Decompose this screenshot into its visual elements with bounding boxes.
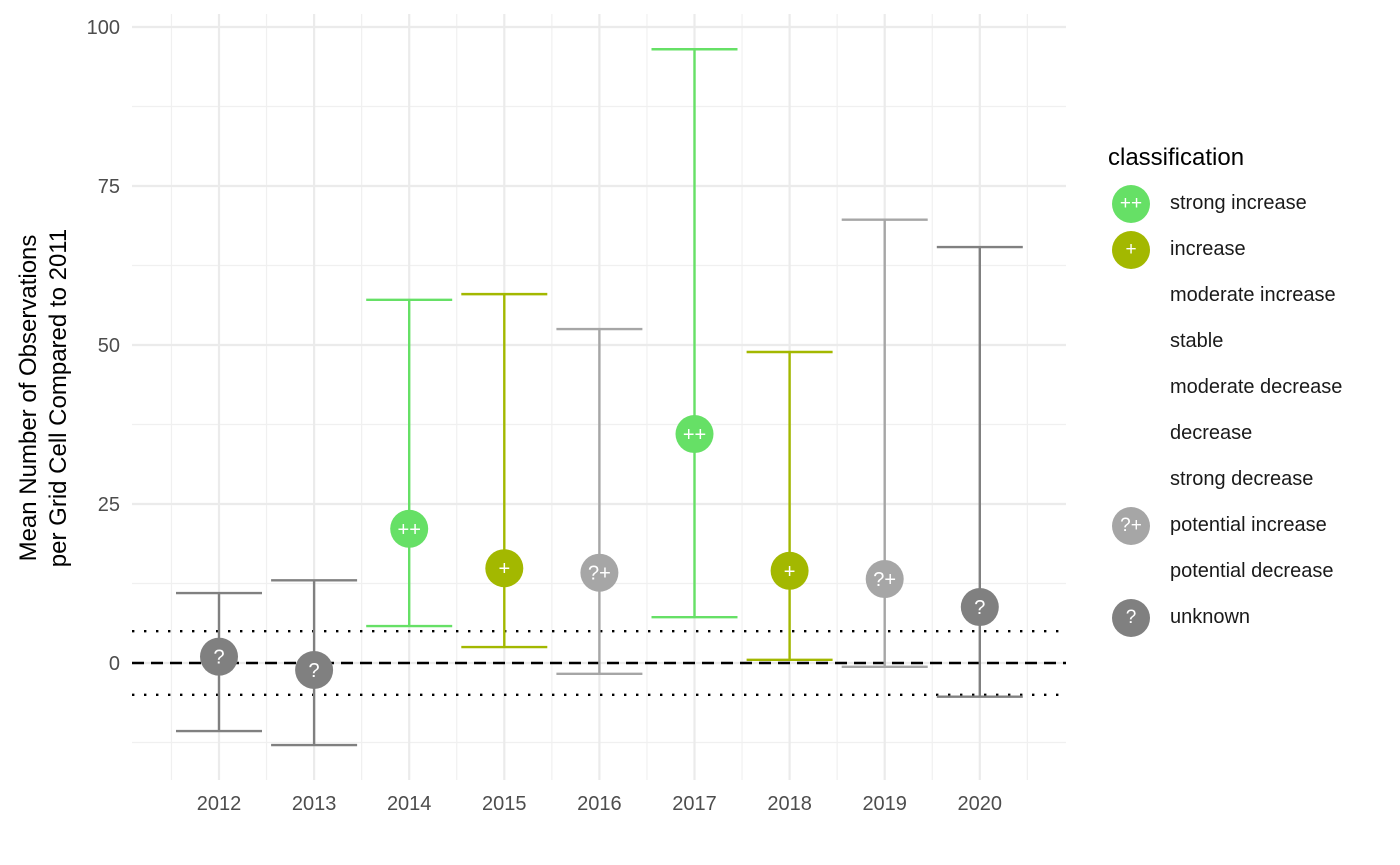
legend-label: decrease: [1170, 421, 1253, 444]
x-tick-label: 2015: [482, 793, 527, 815]
legend-key: ++: [1108, 183, 1150, 223]
legend-key: [1108, 321, 1148, 361]
x-tick-label: 2012: [197, 793, 242, 815]
legend-items: ++ strong increase + increase moderate incre…: [1108, 180, 1342, 640]
x-tick-label: 2017: [672, 793, 717, 815]
point-symbol: ?: [213, 647, 224, 669]
legend-key: [1108, 413, 1148, 453]
y-tick-label: 75: [98, 176, 120, 198]
legend-key: +: [1108, 229, 1150, 269]
legend-item: ? unknown: [1108, 594, 1342, 640]
x-tick-label: 2014: [387, 793, 432, 815]
legend-item: moderate decrease: [1108, 364, 1342, 410]
legend-item: stable: [1108, 318, 1342, 364]
error-bar-2015: +: [461, 292, 548, 649]
legend-symbol-icon: +: [1112, 231, 1150, 269]
legend-label: stable: [1170, 329, 1224, 352]
legend-item: decrease: [1108, 410, 1342, 456]
legend-key: ?: [1108, 597, 1150, 637]
y-axis-title-line: per Grid Cell Compared to 2011: [45, 229, 72, 567]
y-tick-label: 100: [87, 17, 120, 39]
error-bar-2020: ?: [936, 245, 1023, 698]
legend-item: ?+ potential increase: [1108, 502, 1342, 548]
error-bar-2012: ?: [176, 591, 262, 733]
y-tick-label: 25: [98, 494, 120, 516]
x-tick-label: 2013: [292, 793, 337, 815]
data-point: [675, 415, 714, 454]
legend-label: potential increase: [1170, 513, 1327, 536]
legend-key: [1108, 275, 1148, 315]
data-point: [580, 553, 619, 592]
legend-item: ++ strong increase: [1108, 180, 1342, 226]
error-bar-2018: +: [746, 350, 833, 662]
x-tick-label: 2018: [767, 793, 812, 815]
error-bar-2017: ++: [651, 48, 738, 619]
error-bar-2016: ?+: [556, 327, 643, 676]
x-tick-label: 2020: [958, 793, 1003, 815]
legend-key: [1108, 459, 1148, 499]
error-bar-2019: ?+: [841, 218, 928, 669]
legend-title: classification: [1108, 144, 1245, 171]
legend: classification ++ strong increase + increas…: [1108, 144, 1342, 640]
x-tick-label: 2016: [577, 793, 622, 815]
y-axis-title: Mean Number of Observations per Grid Cell…: [15, 229, 72, 567]
legend-label: potential decrease: [1170, 559, 1334, 582]
legend-label: moderate increase: [1170, 283, 1336, 306]
legend-symbol-icon: ++: [1112, 185, 1150, 223]
data-point: [865, 560, 904, 599]
legend-item: strong decrease: [1108, 456, 1342, 502]
legend-item: moderate increase: [1108, 272, 1342, 318]
legend-symbol-icon: ?: [1112, 599, 1150, 637]
point-symbol: ++: [398, 519, 421, 541]
point-symbol: +: [784, 561, 796, 583]
data-point: [295, 650, 334, 689]
data-point: [390, 509, 429, 548]
data-point: [485, 549, 524, 588]
data-point: [770, 551, 809, 590]
legend-item: potential decrease: [1108, 548, 1342, 594]
point-symbol: ?: [309, 660, 320, 682]
legend-label: strong decrease: [1170, 467, 1314, 490]
y-axis-title-line: Mean Number of Observations: [15, 235, 42, 562]
axes: 0 25 50 75 100 2012 2013 2014 2015 2016 2017 2018 20…: [15, 17, 1002, 815]
legend-key: [1108, 367, 1148, 407]
point-symbol: ++: [683, 424, 706, 446]
y-tick-label: 50: [98, 335, 120, 357]
y-tick-label: 0: [109, 653, 120, 675]
legend-symbol-icon: ?+: [1112, 507, 1150, 545]
legend-item: + increase: [1108, 226, 1342, 272]
legend-label: moderate decrease: [1170, 375, 1343, 398]
point-symbol: ?+: [588, 563, 611, 585]
point-symbol: +: [498, 558, 510, 580]
error-bars: ??+++ ?++++ ?+?: [176, 48, 1023, 747]
legend-key: ?+: [1108, 505, 1150, 545]
error-bar-2013: ?: [271, 579, 358, 747]
legend-key: [1108, 551, 1148, 591]
x-tick-label: 2019: [862, 793, 907, 815]
error-bar-2014: ++: [366, 298, 453, 628]
legend-label: increase: [1170, 237, 1246, 260]
data-point: [200, 637, 238, 676]
legend-label: unknown: [1170, 605, 1251, 628]
point-symbol: ?+: [873, 569, 896, 591]
data-point: [960, 588, 999, 627]
legend-label: strong increase: [1170, 191, 1307, 214]
point-symbol: ?: [974, 597, 985, 619]
